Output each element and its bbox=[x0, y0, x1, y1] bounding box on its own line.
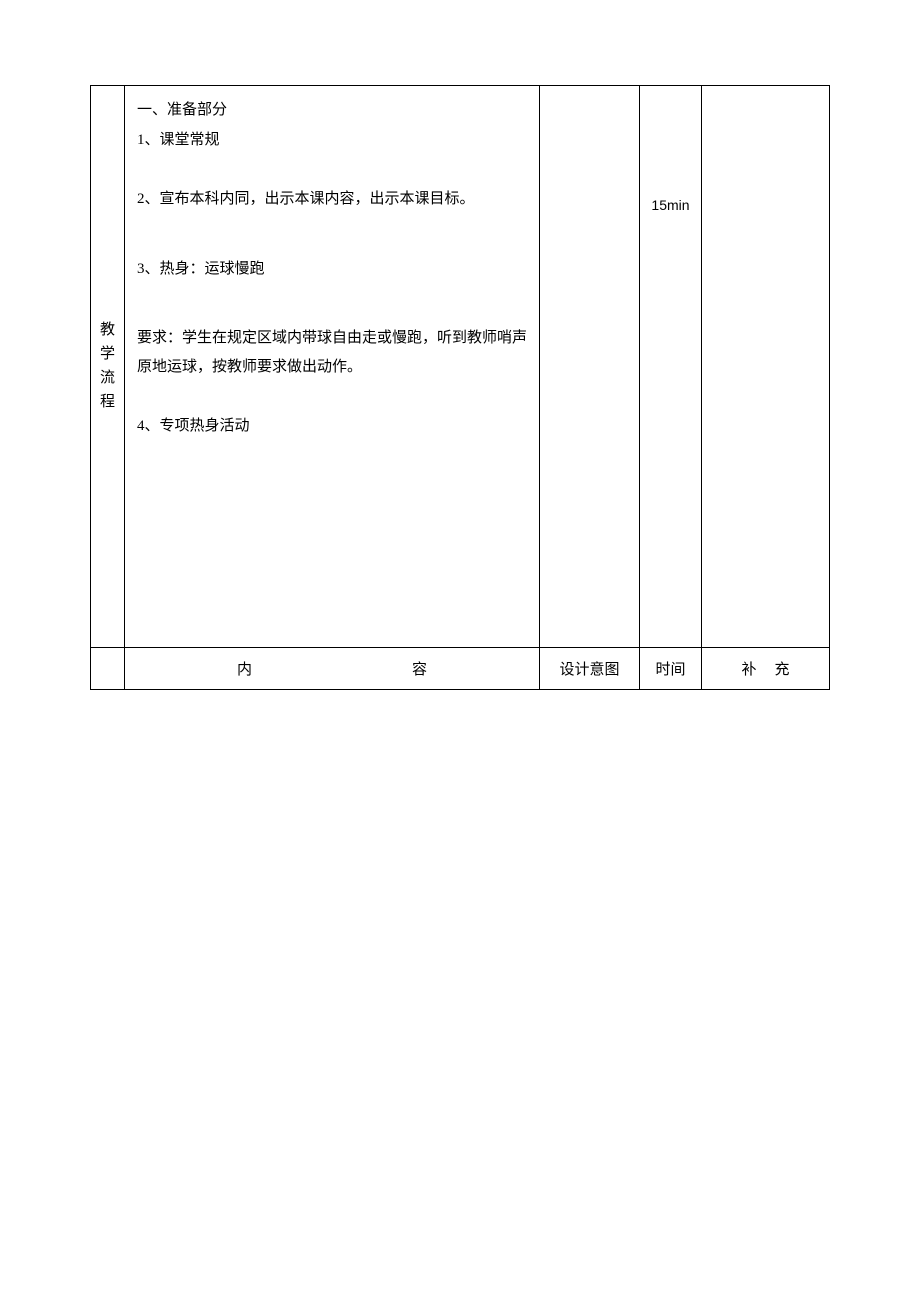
spacer bbox=[137, 442, 527, 637]
time-value: 15min bbox=[651, 197, 689, 213]
header-char: 充 bbox=[775, 662, 790, 678]
spacer bbox=[137, 284, 527, 324]
spacer bbox=[137, 215, 527, 255]
intent-cell bbox=[540, 86, 640, 648]
header-char: 内 bbox=[237, 662, 252, 678]
label-char: 流 bbox=[100, 366, 115, 390]
content-item: 3、热身：运球慢跑 bbox=[137, 255, 527, 284]
header-char: 补 bbox=[741, 662, 756, 678]
content-item: 2、宣布本科内同，出示本课内容，出示本课目标。 bbox=[137, 185, 527, 214]
label-char: 教 bbox=[100, 318, 115, 342]
header-char: 容 bbox=[412, 662, 427, 678]
supplement-cell bbox=[702, 86, 830, 648]
content-row: 教 学 流 程 一、准备部分 1、课堂常规 2、宣布本科内同，出示本课内容，出示… bbox=[91, 86, 830, 648]
content-requirement: 要求：学生在规定区域内带球自由走或慢跑，听到教师哨声原地运球，按教师要求做出动作… bbox=[137, 324, 527, 381]
lesson-plan-table: 教 学 流 程 一、准备部分 1、课堂常规 2、宣布本科内同，出示本课内容，出示… bbox=[90, 85, 830, 690]
header-intent-cell: 设计意图 bbox=[540, 647, 640, 689]
content-cell: 一、准备部分 1、课堂常规 2、宣布本科内同，出示本课内容，出示本课目标。 3、… bbox=[125, 86, 540, 648]
row-label-cell: 教 学 流 程 bbox=[91, 86, 125, 648]
header-row: 内容 设计意图 时间 补充 bbox=[91, 647, 830, 689]
content-item: 1、课堂常规 bbox=[137, 126, 527, 155]
header-content-cell: 内容 bbox=[125, 647, 540, 689]
header-time-cell: 时间 bbox=[640, 647, 702, 689]
label-char: 程 bbox=[100, 390, 115, 414]
header-supplement-cell: 补充 bbox=[702, 647, 830, 689]
spacer bbox=[137, 155, 527, 185]
section-title: 一、准备部分 bbox=[137, 96, 527, 125]
label-char: 学 bbox=[100, 342, 115, 366]
content-item: 4、专项热身活动 bbox=[137, 412, 527, 441]
vertical-label: 教 学 流 程 bbox=[93, 318, 122, 414]
header-label-cell bbox=[91, 647, 125, 689]
spacer bbox=[137, 382, 527, 412]
time-cell: 15min bbox=[640, 86, 702, 648]
